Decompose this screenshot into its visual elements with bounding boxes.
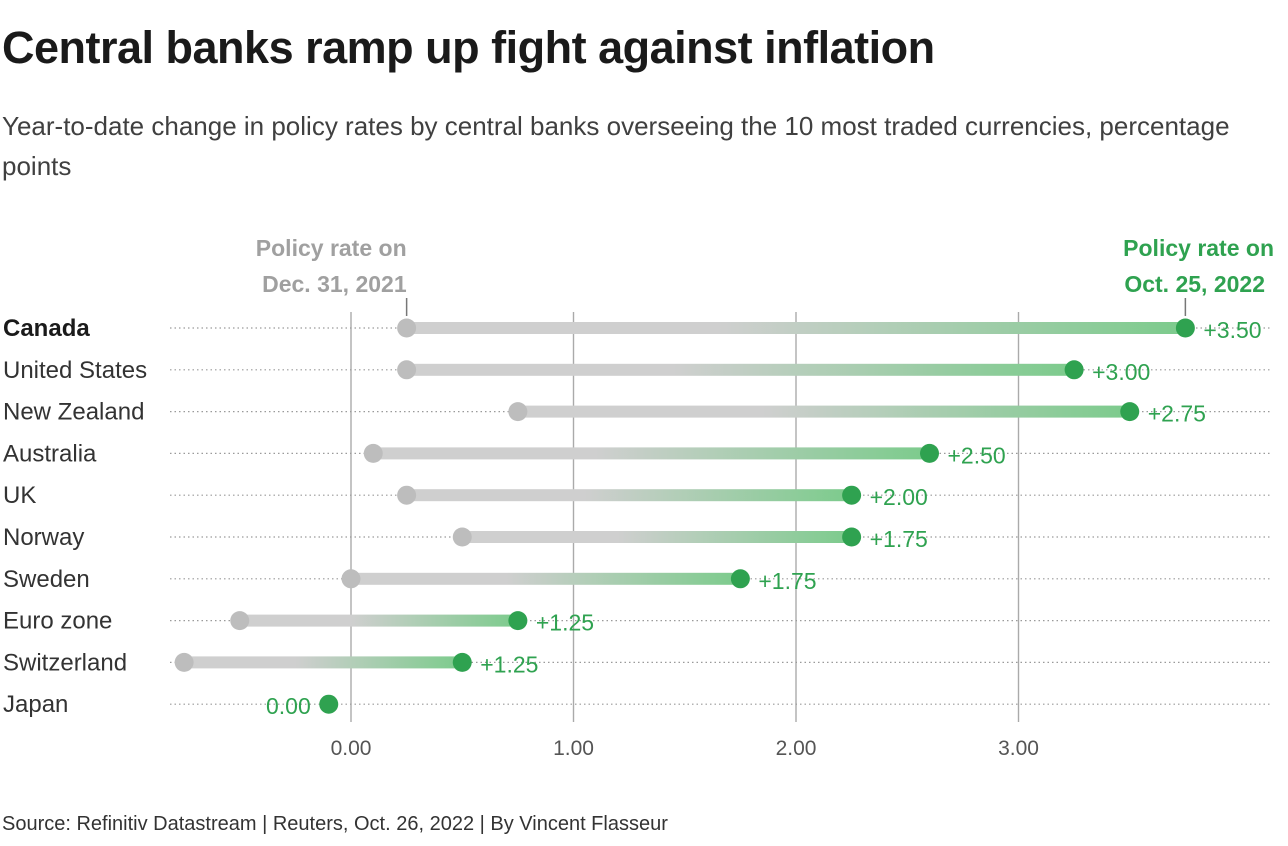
- change-bar: [406, 363, 1075, 376]
- start-rate-dot: [397, 360, 417, 380]
- category-label: Japan: [3, 691, 68, 718]
- change-value-label: +1.25: [536, 610, 594, 636]
- category-label: Sweden: [3, 566, 90, 593]
- change-value-label: 0.00: [266, 693, 311, 719]
- chart-title: Central banks ramp up fight against infl…: [2, 22, 935, 73]
- end-rate-dot: [920, 443, 939, 463]
- change-bar: [373, 447, 930, 460]
- end-rate-dot: [842, 527, 862, 547]
- change-value-label: +1.75: [870, 526, 928, 552]
- legend-end-label-line2: Oct. 25, 2022: [1124, 271, 1265, 297]
- start-rate-dot: [230, 611, 250, 631]
- x-tick-label: 3.00: [998, 737, 1039, 760]
- end-rate-dot: [508, 611, 528, 631]
- change-bar: [184, 656, 463, 669]
- change-bar: [239, 614, 518, 627]
- end-rate-dot: [1064, 360, 1084, 380]
- start-rate-dot: [174, 652, 194, 672]
- legend-start-label-line1: Policy rate on: [256, 235, 407, 261]
- legend-start-label-line2: Dec. 31, 2021: [262, 271, 407, 297]
- end-rate-dot: [319, 694, 339, 714]
- start-rate-dot: [341, 569, 361, 589]
- end-rate-dot: [452, 652, 472, 672]
- change-value-label: +2.75: [1148, 401, 1206, 427]
- category-label: Canada: [3, 315, 90, 342]
- category-label: UK: [3, 482, 36, 509]
- start-rate-dot: [363, 443, 383, 463]
- category-label: Switzerland: [3, 649, 127, 676]
- change-value-label: +3.50: [1203, 317, 1261, 343]
- change-bar: [517, 405, 1130, 418]
- change-value-label: +2.00: [870, 484, 928, 510]
- x-tick-label: 2.00: [776, 737, 817, 760]
- end-rate-dot: [842, 485, 862, 505]
- end-rate-dot: [1120, 402, 1140, 422]
- change-bar: [406, 322, 1186, 334]
- category-label: Euro zone: [3, 608, 112, 635]
- category-label: New Zealand: [3, 399, 144, 426]
- end-rate-dot: [1175, 318, 1195, 338]
- change-value-label: +2.50: [948, 442, 1006, 468]
- start-rate-dot: [397, 318, 417, 338]
- category-label: Norway: [3, 524, 84, 551]
- x-tick-label: 1.00: [553, 737, 594, 760]
- change-bar: [351, 572, 741, 585]
- start-rate-dot: [452, 527, 472, 547]
- change-value-label: +1.25: [480, 651, 538, 677]
- change-bar: [406, 489, 852, 502]
- start-rate-dot: [508, 402, 528, 422]
- end-rate-dot: [730, 569, 750, 589]
- category-label: United States: [3, 357, 147, 384]
- category-label: Australia: [3, 440, 97, 467]
- change-value-label: +1.75: [758, 568, 816, 594]
- start-rate-dot: [397, 485, 417, 505]
- x-tick-label: 0.00: [331, 737, 372, 760]
- legend-end-label-line1: Policy rate on: [1123, 235, 1274, 261]
- chart-subtitle: Year-to-date change in policy rates by c…: [2, 111, 1230, 181]
- change-bar: [462, 531, 852, 543]
- source-note: Source: Refinitiv Datastream | Reuters, …: [2, 813, 668, 835]
- change-value-label: +3.00: [1092, 359, 1150, 385]
